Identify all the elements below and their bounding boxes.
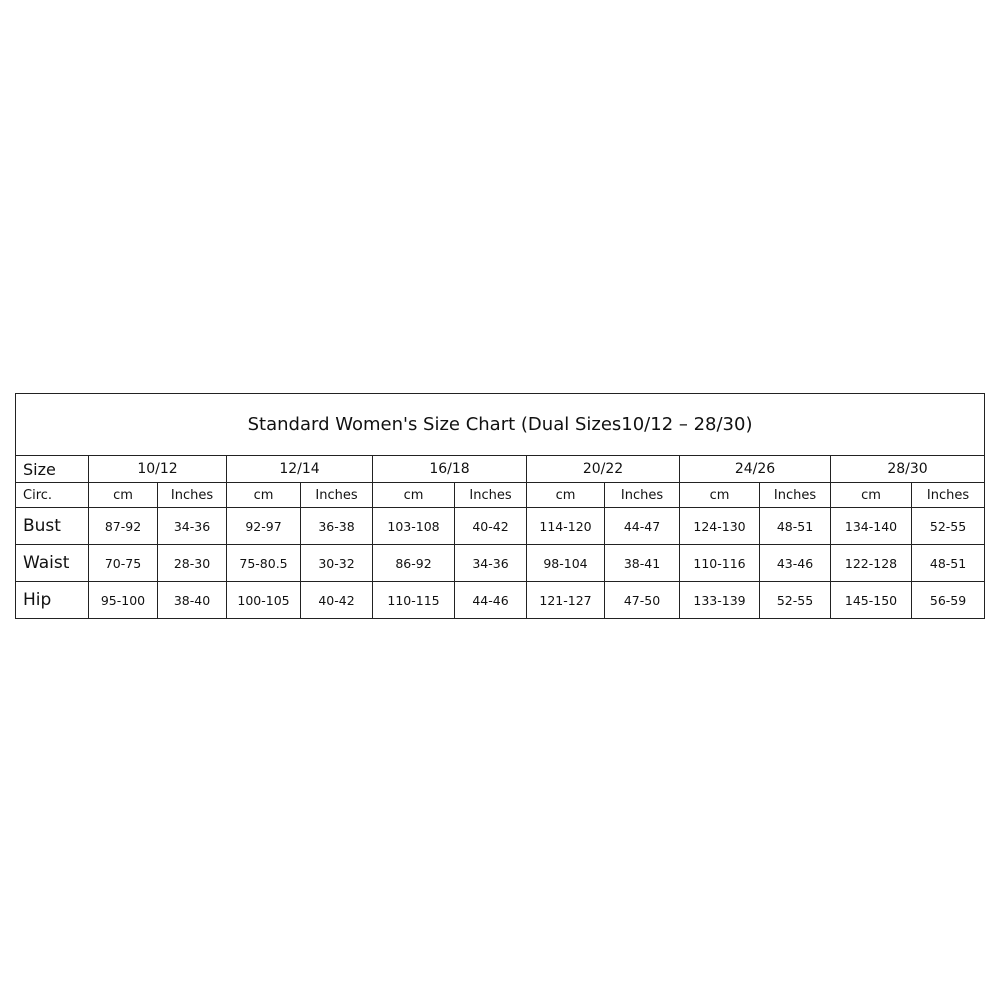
unit-cm-header: cm (226, 482, 301, 508)
measurement-cell: 44-47 (604, 507, 680, 545)
measurement-cell: 36-38 (300, 507, 373, 545)
unit-inches-header: Inches (300, 482, 373, 508)
unit-cm-header: cm (526, 482, 605, 508)
unit-inches-header: Inches (157, 482, 227, 508)
unit-cm-header: cm (830, 482, 912, 508)
measurement-cell: 124-130 (679, 507, 760, 545)
size-chart-table: Standard Women's Size Chart (Dual Sizes1… (14, 393, 986, 619)
measurement-cell: 47-50 (604, 581, 680, 619)
circ-label: Circ. (15, 482, 89, 508)
measurement-cell: 95-100 (88, 581, 158, 619)
chart-title: Standard Women's Size Chart (Dual Sizes1… (14, 393, 986, 456)
measurement-cell: 56-59 (910, 581, 986, 619)
measurement-cell: 133-139 (679, 581, 760, 619)
unit-inches-header: Inches (604, 482, 680, 508)
measurement-cell: 121-127 (526, 581, 605, 619)
size-header: 20/22 (526, 455, 680, 483)
table-row: Bust 87-92 34-36 92-97 36-38 103-108 40-42 114-… (15, 507, 986, 545)
measurement-cell: 48-51 (910, 544, 986, 582)
unit-cm-header: cm (679, 482, 760, 508)
measurement-cell: 110-115 (372, 581, 455, 619)
measurement-cell: 40-42 (454, 507, 527, 545)
measurement-cell: 75-80.5 (226, 544, 301, 582)
measurement-cell: 48-51 (759, 507, 831, 545)
measurement-cell: 38-40 (157, 581, 227, 619)
measurement-cell: 122-128 (830, 544, 912, 582)
measurement-cell: 30-32 (300, 544, 373, 582)
size-header: 28/30 (829, 455, 986, 483)
table-row: Hip 95-100 38-40 100-105 40-42 110-115 44-46 12… (15, 581, 986, 619)
unit-cm-header: cm (88, 482, 158, 508)
measurement-cell: 40-42 (300, 581, 373, 619)
measurement-cell: 86-92 (372, 544, 455, 582)
unit-cm-header: cm (372, 482, 455, 508)
measurement-cell: 98-104 (526, 544, 605, 582)
unit-inches-header: Inches (454, 482, 527, 508)
measurement-cell: 43-46 (759, 544, 831, 582)
measurement-cell: 87-92 (88, 507, 158, 545)
measurement-cell: 92-97 (226, 507, 301, 545)
size-header: 10/12 (88, 455, 227, 483)
measurement-cell: 103-108 (372, 507, 455, 545)
size-label: Size (15, 455, 89, 483)
unit-header-row: Circ. cm Inches cm Inches cm Inches cm Inches cm I… (15, 482, 986, 508)
table-row: Waist 70-75 28-30 75-80.5 30-32 86-92 34-36 98-… (15, 544, 986, 582)
unit-inches-header: Inches (910, 482, 986, 508)
size-header: 16/18 (372, 455, 527, 483)
unit-inches-header: Inches (759, 482, 831, 508)
measurement-cell: 145-150 (830, 581, 912, 619)
size-header-row: Size 10/12 12/14 16/18 20/22 24/26 28/30 (15, 455, 986, 483)
size-header: 24/26 (679, 455, 831, 483)
measurement-cell: 100-105 (226, 581, 301, 619)
measurement-cell: 110-116 (679, 544, 760, 582)
measurement-cell: 38-41 (604, 544, 680, 582)
measurement-cell: 134-140 (830, 507, 912, 545)
row-label: Hip (15, 581, 89, 619)
measurement-cell: 52-55 (759, 581, 831, 619)
row-label: Bust (15, 507, 89, 545)
measurement-cell: 114-120 (526, 507, 605, 545)
measurement-cell: 34-36 (454, 544, 527, 582)
measurement-cell: 70-75 (88, 544, 158, 582)
measurement-cell: 28-30 (157, 544, 227, 582)
measurement-cell: 52-55 (910, 507, 986, 545)
measurement-cell: 34-36 (157, 507, 227, 545)
size-header: 12/14 (226, 455, 373, 483)
row-label: Waist (15, 544, 89, 582)
measurement-cell: 44-46 (454, 581, 527, 619)
